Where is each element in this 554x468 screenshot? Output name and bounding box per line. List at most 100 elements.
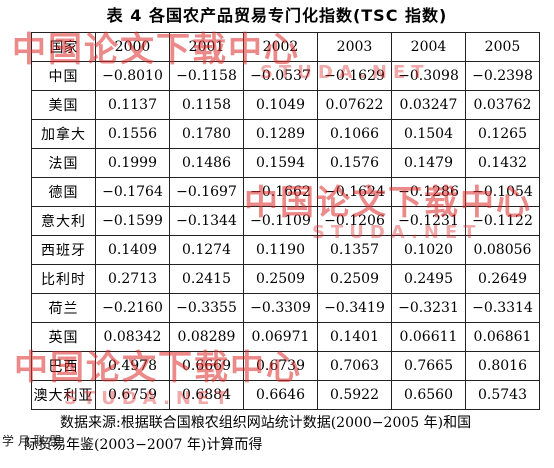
table-row: 澳大利亚 0.6759 0.6884 0.6646 0.5922 0.6560 0.5743 (31, 380, 540, 410)
watermark-logo: 学 月 联 盟 (2, 434, 62, 448)
tsc-value-cell: 0.07622 (317, 90, 392, 120)
table-row: 比利时 0.2713 0.2415 0.2509 0.2509 0.2495 0.2649 (31, 264, 540, 294)
tsc-value-cell: 0.6646 (243, 380, 318, 410)
tsc-value-cell: −0.3231 (391, 293, 466, 323)
tsc-value-cell: 0.08342 (95, 322, 170, 352)
tsc-value-cell: 0.03762 (465, 90, 540, 120)
tsc-value-cell: 0.1432 (465, 148, 540, 178)
tsc-value-cell: 0.8016 (465, 351, 540, 381)
tsc-value-cell: −0.3314 (465, 293, 540, 323)
table-row: 意大利 −0.1599 −0.1344 −0.1109 −0.1206 −0.1231 −0… (31, 206, 540, 236)
tsc-value-cell: 0.1066 (317, 119, 392, 149)
table-row: 西班牙 0.1409 0.1274 0.1190 0.1357 0.1020 0.08056 (31, 235, 540, 265)
tsc-index-table: 国家 2000 2001 2002 2003 2004 2005 中国 −0.80… (31, 32, 540, 410)
country-cell: 法国 (31, 148, 96, 178)
tsc-value-cell: 0.1999 (95, 148, 170, 178)
tsc-value-cell: −0.1599 (95, 206, 170, 236)
tsc-value-cell: 0.1409 (95, 235, 170, 265)
country-cell: 美国 (31, 90, 96, 120)
tsc-value-cell: 0.6560 (391, 380, 466, 410)
header-year: 2003 (317, 32, 392, 62)
country-cell: 中国 (31, 61, 96, 91)
tsc-value-cell: −0.3309 (243, 293, 318, 323)
country-cell: 意大利 (31, 206, 96, 236)
header-country: 国家 (31, 32, 96, 62)
tsc-value-cell: 0.1049 (243, 90, 318, 120)
tsc-value-cell: −0.1054 (465, 177, 540, 207)
country-cell: 加拿大 (31, 119, 96, 149)
tsc-value-cell: −0.1764 (95, 177, 170, 207)
tsc-value-cell: −0.1697 (169, 177, 244, 207)
table-row: 荷兰 −0.2160 −0.3355 −0.3309 −0.3419 −0.3231 −0.… (31, 293, 540, 323)
tsc-value-cell: −0.1231 (391, 206, 466, 236)
table-title: 表 4 各国农产品贸易专门化指数(TSC 指数) (106, 6, 448, 25)
tsc-value-cell: −0.1122 (465, 206, 540, 236)
tsc-value-cell: 0.1274 (169, 235, 244, 265)
tsc-value-cell: 0.5922 (317, 380, 392, 410)
tsc-value-cell: 0.2649 (465, 264, 540, 294)
country-cell: 德国 (31, 177, 96, 207)
tsc-value-cell: 0.1190 (243, 235, 318, 265)
tsc-value-cell: 0.2509 (243, 264, 318, 294)
tsc-value-cell: 0.1020 (391, 235, 466, 265)
tsc-value-cell: 0.1479 (391, 148, 466, 178)
tsc-value-cell: 0.1357 (317, 235, 392, 265)
tsc-value-cell: 0.2495 (391, 264, 466, 294)
tsc-value-cell: 0.2509 (317, 264, 392, 294)
tsc-value-cell: 0.2713 (95, 264, 170, 294)
country-cell: 巴西 (31, 351, 96, 381)
tsc-value-cell: −0.1286 (391, 177, 466, 207)
header-year: 2001 (169, 32, 244, 62)
tsc-value-cell: 0.6884 (169, 380, 244, 410)
tsc-value-cell: 0.06971 (243, 322, 318, 352)
tsc-value-cell: −0.1662 (243, 177, 318, 207)
tsc-value-cell: 0.08056 (465, 235, 540, 265)
tsc-value-cell: 0.5743 (465, 380, 540, 410)
table-row: 法国 0.1999 0.1486 0.1594 0.1576 0.1479 0.1432 (31, 148, 540, 178)
table-row: 德国 −0.1764 −0.1697 −0.1662 −0.1624 −0.1286 −0.… (31, 177, 540, 207)
tsc-value-cell: −0.1624 (317, 177, 392, 207)
source-note: 数据来源:根据联合国粮农组织网站统计数据(2000−2005 年)和国 际贸易年… (24, 412, 544, 456)
table-row: 美国 0.1137 0.1158 0.1049 0.07622 0.03247 0.0376… (31, 90, 540, 120)
table-header-row: 国家 2000 2001 2002 2003 2004 2005 (31, 32, 540, 62)
tsc-value-cell: −0.3355 (169, 293, 244, 323)
country-cell: 比利时 (31, 264, 96, 294)
tsc-value-cell: 0.7063 (317, 351, 392, 381)
tsc-value-cell: 0.1594 (243, 148, 318, 178)
tsc-value-cell: −0.3419 (317, 293, 392, 323)
tsc-value-cell: 0.6669 (169, 351, 244, 381)
tsc-value-cell: −0.1344 (169, 206, 244, 236)
tsc-value-cell: 0.1401 (317, 322, 392, 352)
tsc-value-cell: −0.1158 (169, 61, 244, 91)
tsc-value-cell: −0.1109 (243, 206, 318, 236)
tsc-value-cell: 0.1289 (243, 119, 318, 149)
tsc-value-cell: 0.1576 (317, 148, 392, 178)
tsc-value-cell: 0.08289 (169, 322, 244, 352)
tsc-value-cell: −0.3098 (391, 61, 466, 91)
tsc-value-cell: 0.7665 (391, 351, 466, 381)
table-row: 加拿大 0.1556 0.1780 0.1289 0.1066 0.1504 0.1265 (31, 119, 540, 149)
tsc-value-cell: 0.1158 (169, 90, 244, 120)
tsc-value-cell: 0.1137 (95, 90, 170, 120)
table-row: 中国 −0.8010 −0.1158 −0.0537 −0.1629 −0.3098 −0.… (31, 61, 540, 91)
header-year: 2005 (465, 32, 540, 62)
source-note-line: 际贸易年鉴(2003−2007 年)计算而得 (24, 437, 263, 453)
header-year: 2000 (95, 32, 170, 62)
country-cell: 荷兰 (31, 293, 96, 323)
table-row: 英国 0.08342 0.08289 0.06971 0.1401 0.06611 0.06… (31, 322, 540, 352)
tsc-value-cell: −0.1629 (317, 61, 392, 91)
tsc-value-cell: −0.2160 (95, 293, 170, 323)
tsc-value-cell: −0.2398 (465, 61, 540, 91)
country-cell: 西班牙 (31, 235, 96, 265)
tsc-value-cell: 0.06611 (391, 322, 466, 352)
tsc-value-cell: 0.2415 (169, 264, 244, 294)
header-year: 2002 (243, 32, 318, 62)
tsc-value-cell: 0.6739 (243, 351, 318, 381)
country-cell: 英国 (31, 322, 96, 352)
country-cell: 澳大利亚 (31, 380, 96, 410)
tsc-value-cell: −0.1206 (317, 206, 392, 236)
tsc-value-cell: 0.1780 (169, 119, 244, 149)
header-year: 2004 (391, 32, 466, 62)
table-row: 巴西 0.4978 0.6669 0.6739 0.7063 0.7665 0.8016 (31, 351, 540, 381)
tsc-value-cell: 0.6759 (95, 380, 170, 410)
